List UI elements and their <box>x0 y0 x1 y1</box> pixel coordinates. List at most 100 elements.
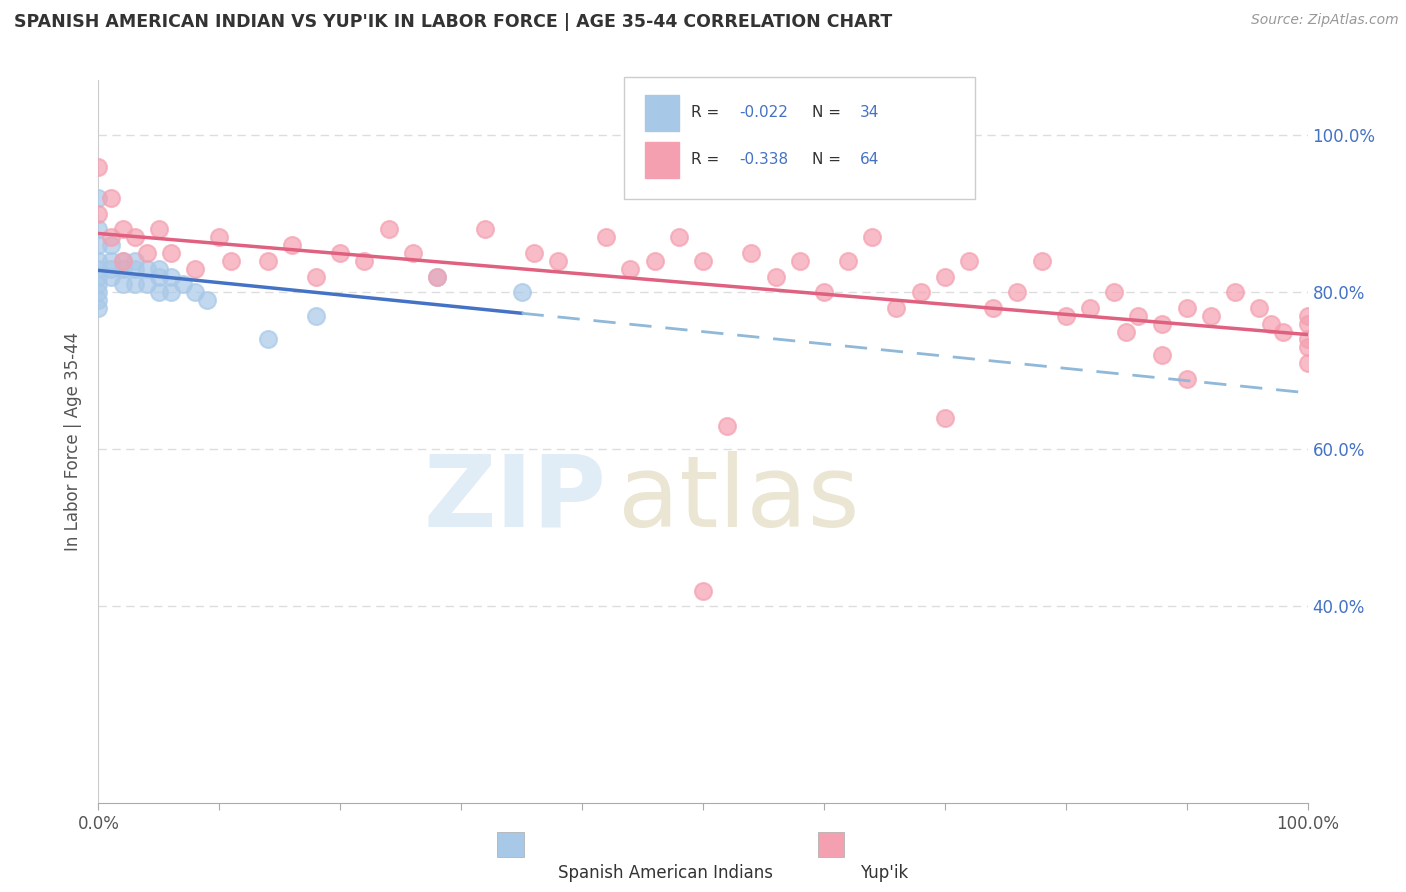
Point <box>474 222 496 236</box>
Point <box>160 269 183 284</box>
Bar <box>818 831 845 857</box>
Text: 34: 34 <box>860 105 880 120</box>
Point <box>644 253 666 268</box>
Point <box>135 246 157 260</box>
Text: -0.022: -0.022 <box>740 105 789 120</box>
Point <box>124 261 146 276</box>
Point <box>87 277 110 292</box>
Text: N =: N = <box>811 105 845 120</box>
Point <box>1249 301 1271 315</box>
Bar <box>498 831 524 857</box>
Point <box>111 253 134 268</box>
Point <box>1128 309 1150 323</box>
Point <box>87 285 110 300</box>
Point <box>692 253 714 268</box>
Point <box>957 253 980 268</box>
Point <box>160 285 183 300</box>
Point <box>426 269 449 284</box>
Point <box>87 261 110 276</box>
Point <box>765 269 787 284</box>
Point <box>1031 253 1053 268</box>
Point <box>111 253 134 268</box>
Text: R =: R = <box>690 153 724 168</box>
Point <box>124 277 146 292</box>
Text: 64: 64 <box>860 153 880 168</box>
Point <box>981 301 1004 315</box>
Point <box>523 246 546 260</box>
Point <box>87 191 110 205</box>
Point <box>1272 325 1295 339</box>
Point <box>221 253 243 268</box>
Point <box>377 222 399 236</box>
Point <box>1175 301 1198 315</box>
Point <box>1054 309 1077 323</box>
Point <box>100 191 122 205</box>
Point <box>135 277 157 292</box>
Point <box>813 285 835 300</box>
Point <box>87 293 110 308</box>
Point <box>148 222 170 236</box>
Point <box>1175 372 1198 386</box>
Point <box>426 269 449 284</box>
Point <box>934 411 956 425</box>
Point <box>1223 285 1246 300</box>
Point <box>111 277 134 292</box>
Point <box>148 269 170 284</box>
Point <box>1296 356 1319 370</box>
Point <box>100 253 122 268</box>
Point <box>860 230 883 244</box>
Point <box>547 253 569 268</box>
Text: Source: ZipAtlas.com: Source: ZipAtlas.com <box>1251 13 1399 28</box>
Point <box>87 222 110 236</box>
Point <box>172 277 194 292</box>
Text: SPANISH AMERICAN INDIAN VS YUP'IK IN LABOR FORCE | AGE 35-44 CORRELATION CHART: SPANISH AMERICAN INDIAN VS YUP'IK IN LAB… <box>14 13 893 31</box>
Point <box>87 301 110 315</box>
Bar <box>645 142 679 178</box>
Point <box>184 285 207 300</box>
Point <box>111 261 134 276</box>
Point <box>148 261 170 276</box>
Point <box>111 222 134 236</box>
Text: atlas: atlas <box>619 450 860 548</box>
Point <box>87 207 110 221</box>
Point <box>184 261 207 276</box>
Point <box>1152 348 1174 362</box>
Point <box>135 261 157 276</box>
Text: -0.338: -0.338 <box>740 153 789 168</box>
Point <box>160 246 183 260</box>
Point <box>1115 325 1137 339</box>
Point <box>619 261 641 276</box>
Point <box>208 230 231 244</box>
Point <box>934 269 956 284</box>
Point <box>100 269 122 284</box>
Point <box>87 253 110 268</box>
Text: N =: N = <box>811 153 845 168</box>
Text: Spanish American Indians: Spanish American Indians <box>558 864 773 882</box>
Point <box>692 583 714 598</box>
Point <box>1152 317 1174 331</box>
Point <box>195 293 218 308</box>
Point <box>1296 333 1319 347</box>
Point <box>1078 301 1101 315</box>
Point <box>910 285 932 300</box>
Bar <box>645 95 679 131</box>
Point <box>124 230 146 244</box>
Point <box>1296 317 1319 331</box>
Point <box>668 230 690 244</box>
Point <box>281 238 304 252</box>
Point <box>305 269 328 284</box>
Point <box>329 246 352 260</box>
Point <box>100 261 122 276</box>
Point <box>1102 285 1125 300</box>
Point <box>740 246 762 260</box>
Point <box>256 333 278 347</box>
Point <box>789 253 811 268</box>
Point <box>87 238 110 252</box>
Point <box>124 253 146 268</box>
Point <box>716 418 738 433</box>
Point <box>1296 309 1319 323</box>
Point <box>305 309 328 323</box>
Point <box>100 230 122 244</box>
FancyBboxPatch shape <box>624 77 976 200</box>
Point <box>256 253 278 268</box>
